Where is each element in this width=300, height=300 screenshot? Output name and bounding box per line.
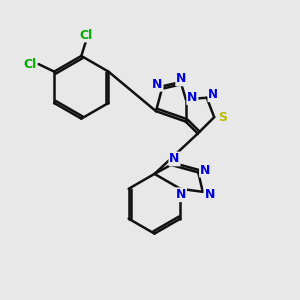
Text: N: N <box>176 72 187 86</box>
Text: S: S <box>218 111 227 124</box>
Text: Cl: Cl <box>79 28 92 41</box>
Text: N: N <box>152 78 163 91</box>
Text: Cl: Cl <box>23 58 36 70</box>
Text: N: N <box>204 188 215 201</box>
Text: N: N <box>187 91 198 104</box>
Text: N: N <box>200 164 210 176</box>
Text: N: N <box>176 188 186 201</box>
Text: N: N <box>208 88 218 101</box>
Text: N: N <box>169 152 180 166</box>
